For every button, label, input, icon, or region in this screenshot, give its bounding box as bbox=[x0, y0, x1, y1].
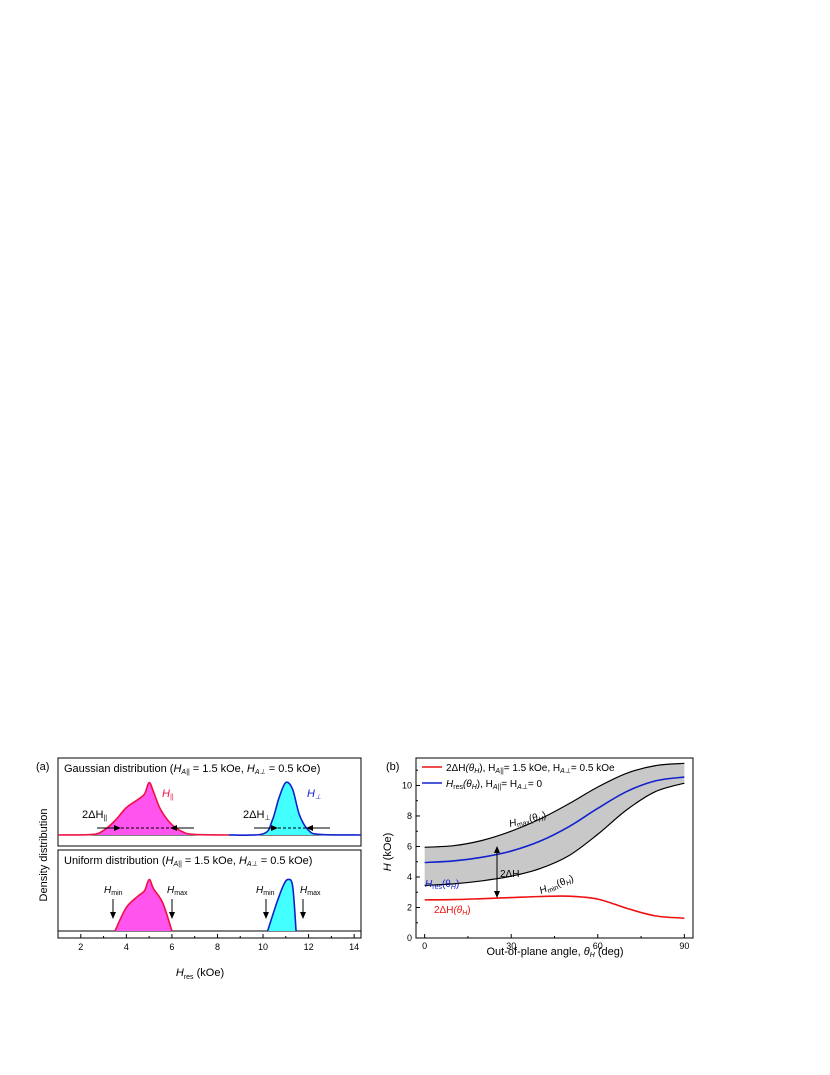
panel-b-xlabel: Out-of-plane angle, θH (deg) bbox=[486, 946, 623, 959]
panel-b-ytick-label: 10 bbox=[402, 780, 412, 790]
panel-a-xtick-label: 14 bbox=[349, 942, 359, 952]
panel-b-label: (b) bbox=[386, 761, 399, 773]
width-perp-arrowhead-left bbox=[271, 825, 278, 831]
panel-a-xtick-label: 10 bbox=[258, 942, 268, 952]
panel-a-xlabel: Hres (kOe) bbox=[176, 967, 224, 981]
gaussian-marks bbox=[57, 781, 362, 837]
label-h-par: H|| bbox=[162, 788, 174, 801]
panel-b-ticks: 0 30 60 90 0 2 4 6 8 10 bbox=[402, 769, 689, 951]
panel-a-xtick-label: 8 bbox=[215, 942, 220, 952]
gaussian-area-1 bbox=[228, 782, 361, 836]
panel-b-xtick-label: 90 bbox=[679, 941, 689, 951]
band-fill bbox=[424, 763, 685, 886]
gaussian-title: Gaussian distribution (HA|| = 1.5 kOe, H… bbox=[64, 763, 320, 776]
hmin-right-label: Hmin bbox=[256, 885, 275, 897]
uniform-marks bbox=[58, 878, 361, 932]
series-line-0 bbox=[424, 762, 685, 848]
series-line-2 bbox=[424, 782, 685, 886]
hmin-left-arrowhead bbox=[110, 912, 116, 919]
annot-hmin: Hmin(θH) bbox=[538, 873, 576, 898]
label-h-perp: H⊥ bbox=[307, 788, 321, 801]
panel-a-xtick-label: 2 bbox=[78, 942, 83, 952]
panel-a-x-ticks: 2 4 6 8 10 12 14 bbox=[57, 934, 359, 952]
hmax-left-label: Hmax bbox=[167, 885, 188, 897]
uniform-curve-0 bbox=[114, 878, 173, 932]
panel-b-xtick-label: 0 bbox=[422, 941, 427, 951]
hmax-right-arrowhead bbox=[300, 912, 306, 919]
panel-b-ytick-label: 4 bbox=[407, 872, 412, 882]
panel-b-ytick-label: 0 bbox=[407, 933, 412, 943]
panel-a-xtick-label: 6 bbox=[169, 942, 174, 952]
uniform-area-1 bbox=[267, 879, 297, 931]
series-line-3 bbox=[424, 895, 685, 919]
annot-hres: Hres(θH) bbox=[425, 879, 459, 891]
panel-b-xtick-label: 30 bbox=[506, 941, 516, 951]
legend: 2ΔH(θH), HA||= 1.5 kOe, HA⊥= 0.5 kOe Hre… bbox=[422, 763, 615, 791]
width-perp-label: 2ΔH⊥ bbox=[243, 809, 271, 822]
uniform-title-text: Uniform distribution bbox=[64, 855, 159, 867]
width-arrowhead-down bbox=[494, 891, 500, 898]
uniform-title: Uniform distribution (HA|| = 1.5 kOe, HA… bbox=[64, 855, 312, 868]
annot-2dh: 2ΔH(θH) bbox=[434, 905, 471, 917]
annot-hmax: Hmax(θH) bbox=[508, 810, 548, 831]
panel-a-label: (a) bbox=[36, 761, 49, 773]
gaussian-area-0 bbox=[58, 782, 229, 835]
panel-a-xtick-label: 12 bbox=[304, 942, 314, 952]
uniform-area-0 bbox=[114, 879, 172, 931]
hmin-left-label: Hmin bbox=[104, 885, 123, 897]
width-arrowhead-up bbox=[494, 846, 500, 853]
uniform-curve-1 bbox=[266, 878, 297, 932]
panel-b-marks bbox=[424, 762, 685, 919]
hmax-right-label: Hmax bbox=[300, 885, 321, 897]
width-par-arrowhead-right bbox=[170, 825, 177, 831]
hmax-left-arrowhead bbox=[169, 912, 175, 919]
gaussian-curve-1 bbox=[228, 781, 362, 837]
gaussian-param2: = 0.5 kOe) bbox=[269, 763, 321, 775]
hmin-right-arrowhead bbox=[263, 912, 269, 919]
annot-width: 2ΔH bbox=[500, 869, 519, 880]
uniform-param1: = 1.5 kOe, bbox=[185, 855, 236, 867]
gaussian-curve-0 bbox=[57, 781, 229, 836]
uniform-frame bbox=[57, 849, 362, 939]
legend-entry-hres: Hres(θH), HA||= HA⊥= 0 bbox=[446, 779, 542, 791]
series-line-1 bbox=[424, 776, 685, 864]
gaussian-subplot: Gaussian distribution (HA|| = 1.5 kOe, H… bbox=[57, 757, 362, 847]
panel-b-xtick-label: 60 bbox=[593, 941, 603, 951]
panel-a-xtick-label: 4 bbox=[124, 942, 129, 952]
panel-b-ytick-label: 6 bbox=[407, 841, 412, 851]
gaussian-title-text: Gaussian distribution bbox=[64, 763, 167, 775]
panel-b-ytick-label: 2 bbox=[407, 902, 412, 912]
width-par-arrowhead-left bbox=[114, 825, 121, 831]
panel-b-ylabel: H (kOe) bbox=[382, 833, 394, 872]
panel-b-ytick-label: 8 bbox=[407, 811, 412, 821]
width-par-label: 2ΔH|| bbox=[82, 809, 107, 822]
gaussian-param1: = 1.5 kOe, bbox=[193, 763, 244, 775]
uniform-subplot: Uniform distribution (HA|| = 1.5 kOe, HA… bbox=[57, 849, 362, 939]
legend-entry-2dh: 2ΔH(θH), HA||= 1.5 kOe, HA⊥= 0.5 kOe bbox=[446, 763, 615, 775]
panel-a-ylabel: Density distribution bbox=[38, 809, 50, 902]
gaussian-frame bbox=[57, 757, 362, 847]
width-perp-arrowhead-right bbox=[306, 825, 313, 831]
uniform-param2: = 0.5 kOe) bbox=[261, 855, 313, 867]
